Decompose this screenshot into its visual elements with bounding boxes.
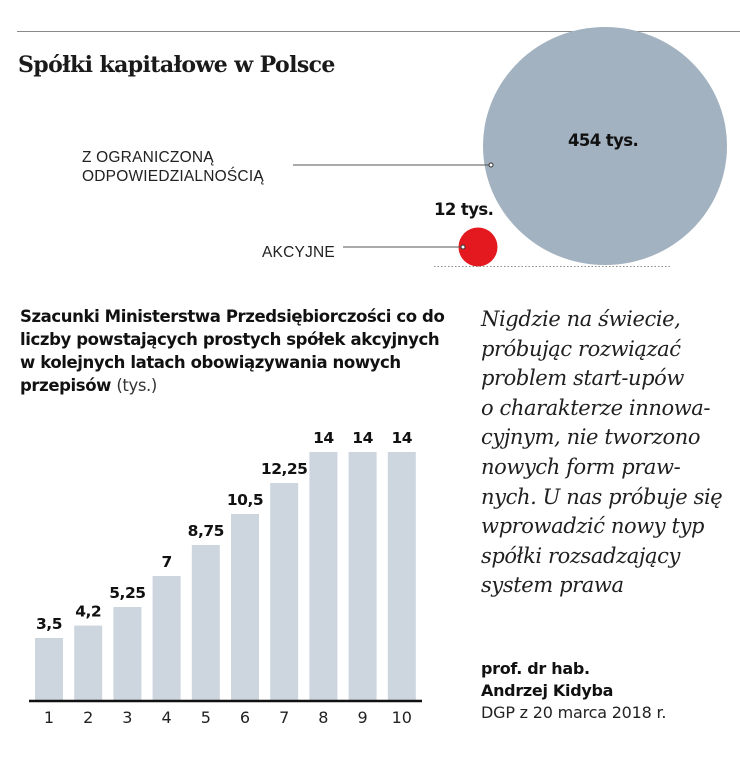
x-tick-label: 5	[201, 708, 211, 727]
bubble-label-sa-line1: AKCYJNE	[262, 244, 335, 261]
bubble-sa	[458, 227, 498, 267]
bubble-value-sa: 12 tys.	[434, 200, 494, 219]
quote-line: Nigdzie na świecie,	[481, 307, 681, 331]
bar-8	[309, 452, 338, 700]
bar-1	[35, 638, 63, 700]
main-title: Spółki kapitałowe w Polsce	[18, 52, 335, 78]
x-tick-label: 8	[318, 708, 328, 727]
bar-9	[348, 452, 377, 700]
bar-value-label: 7	[161, 553, 171, 571]
bar-5	[191, 545, 220, 700]
bar-chart-title-text: Szacunki Ministerstwa Przedsiębiorczości…	[20, 307, 445, 395]
bar-value-label: 3,5	[36, 615, 62, 633]
bar-chart-unit: (tys.)	[116, 376, 157, 395]
quote-source: DGP z 20 marca 2018 r.	[481, 703, 667, 722]
bubble-label-sa: AKCYJNE	[262, 243, 335, 262]
quote-author: prof. dr hab. Andrzej Kidyba	[481, 658, 613, 702]
bar-value-label: 5,25	[109, 584, 145, 602]
author-name: Andrzej Kidyba	[481, 681, 614, 700]
x-tick-label: 9	[358, 708, 368, 727]
x-tick-label: 4	[162, 708, 172, 727]
bar-chart-title: Szacunki Ministerstwa Przedsiębiorczości…	[20, 305, 450, 397]
bar-6	[231, 514, 259, 700]
quote-line: próbując rozwiązać	[481, 336, 681, 361]
bubble-llc	[483, 27, 727, 265]
x-tick-label: 1	[44, 708, 54, 727]
x-tick-label: 2	[83, 708, 93, 727]
bar-value-label: 14	[352, 429, 373, 447]
x-tick-label: 3	[122, 708, 132, 727]
quote-line: cyjnym, nie tworzono	[481, 425, 701, 450]
bar-value-label: 12,25	[261, 460, 308, 478]
bubble-chart	[293, 27, 727, 267]
quote-line: nowych form praw-	[481, 454, 681, 479]
bubble-label-llc: Z OGRANICZONĄ ODPOWIEDZIALNOŚCIĄ	[82, 148, 264, 186]
tick-labels-group: 1 2 3 4 5 6 7 8 9 10	[44, 708, 412, 727]
author-title: prof. dr hab.	[481, 659, 590, 678]
bar-value-label: 14	[313, 429, 334, 447]
bubble-label-llc-line1: Z OGRANICZONĄ	[82, 149, 214, 166]
top-rule	[17, 31, 740, 32]
x-tick-label: 7	[279, 708, 289, 727]
bar-value-label: 8,75	[188, 522, 224, 540]
leader-dot-llc	[488, 162, 494, 168]
bar-4	[152, 576, 181, 700]
bar-value-label: 4,2	[75, 603, 101, 621]
bar-3	[113, 607, 142, 700]
x-tick-label: 10	[392, 708, 412, 727]
bar-value-label: 10,5	[227, 491, 263, 509]
bar-10	[387, 452, 416, 700]
bar-7	[270, 483, 299, 700]
bubble-value-llc: 454 tys.	[568, 131, 639, 150]
quote-block: Nigdzie na świecie, próbując rozwiązać pro…	[481, 305, 740, 601]
quote-line: spółki rozsadzający	[481, 543, 680, 568]
bar-2	[74, 625, 103, 700]
x-tick-label: 6	[240, 708, 250, 727]
bubble-label-llc-line2: ODPOWIEDZIALNOŚCIĄ	[82, 168, 264, 185]
bars-group	[35, 452, 416, 700]
quote-line: o charakterze innowa-	[481, 395, 711, 420]
quote-line: problem start-upów	[481, 366, 684, 391]
quote-line: nych. U nas próbuje się	[481, 484, 723, 509]
quote-line: system prawa	[481, 573, 624, 598]
bar-value-label: 14	[392, 429, 413, 447]
quote-line: wprowadzić nowy typ	[481, 514, 705, 539]
leader-dot-sa	[460, 244, 466, 250]
